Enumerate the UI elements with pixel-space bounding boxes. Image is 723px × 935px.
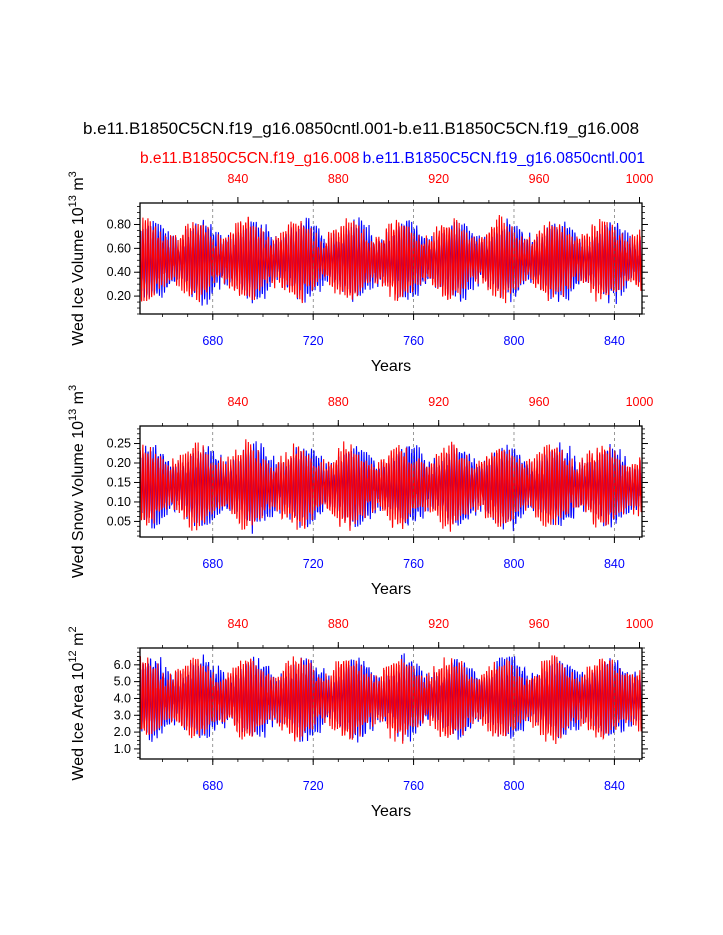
y-tick-label: 0.80 <box>107 217 131 231</box>
panel-1: 0.20 0.40 0.60 0.80 680 720 760 800 840 840 880 920… <box>67 171 653 375</box>
y-tick-label: 0.20 <box>107 456 131 470</box>
y-tick-label: 5.0 <box>114 675 131 689</box>
y-axis-label: Wed Ice Area 1012 m2 <box>67 626 87 780</box>
x-tick-label-top: 840 <box>227 617 248 631</box>
x-tick-label-top: 840 <box>227 172 248 186</box>
x-tick-label-bottom: 720 <box>303 557 324 571</box>
y-tick-label: 0.60 <box>107 241 131 255</box>
x-axis-label: Years <box>371 803 411 820</box>
y-tick-label: 1.0 <box>114 742 131 756</box>
y-tick-label: 6.0 <box>114 658 131 672</box>
x-tick-label-bottom: 800 <box>504 334 525 348</box>
x-tick-label-top: 960 <box>529 395 550 409</box>
x-tick-label-top: 880 <box>328 172 349 186</box>
subtitle-right: b.e11.B1850C5CN.f19_g16.0850cntl.001 <box>363 150 645 167</box>
x-axis-label: Years <box>371 581 411 598</box>
x-tick-label-top: 880 <box>328 395 349 409</box>
y-tick-label: 3.0 <box>114 708 131 722</box>
y-tick-label: 2.0 <box>114 725 131 739</box>
x-tick-label-bottom: 840 <box>604 557 625 571</box>
plot-frame <box>139 647 643 760</box>
panels: 0.20 0.40 0.60 0.80 680 720 760 800 840 840 880 920… <box>67 171 653 820</box>
y-tick-label: 0.05 <box>107 514 131 528</box>
x-tick-label-top: 840 <box>227 395 248 409</box>
panel-2: 0.05 0.10 0.15 0.20 0.25 680 720 760 800 840 840 88… <box>67 385 653 598</box>
x-tick-label-bottom: 680 <box>202 557 223 571</box>
x-tick-label-top: 1000 <box>626 395 654 409</box>
x-tick-label-top: 920 <box>428 172 449 186</box>
plot-frame <box>139 202 643 315</box>
y-tick-label: 0.15 <box>107 475 131 489</box>
panel-3: 1.0 2.0 3.0 4.0 5.0 6.0 680 720 760 800 840 840 880 9… <box>67 617 653 820</box>
x-tick-label-top: 1000 <box>626 172 654 186</box>
series-line-red <box>140 655 642 744</box>
figure-title: b.e11.B1850C5CN.f19_g16.0850cntl.001-b.e… <box>83 119 639 138</box>
x-tick-label-bottom: 760 <box>403 334 424 348</box>
y-tick-label: 0.40 <box>107 265 131 279</box>
x-tick-label-bottom: 720 <box>303 779 324 793</box>
y-axis-label: Wed Snow Volume 1013 m3 <box>67 385 87 578</box>
x-tick-label-bottom: 720 <box>303 334 324 348</box>
x-tick-label-top: 920 <box>428 617 449 631</box>
x-axis-label: Years <box>371 358 411 375</box>
x-tick-label-bottom: 800 <box>504 779 525 793</box>
y-tick-label: 4.0 <box>114 691 131 705</box>
x-tick-label-top: 920 <box>428 395 449 409</box>
series-line-red <box>140 439 642 532</box>
x-tick-label-bottom: 760 <box>403 557 424 571</box>
y-axis-label: Wed Ice Volume 1013 m3 <box>67 171 87 346</box>
y-tick-label: 0.10 <box>107 495 131 509</box>
x-tick-label-bottom: 760 <box>403 779 424 793</box>
x-tick-label-top: 880 <box>328 617 349 631</box>
x-tick-label-bottom: 840 <box>604 334 625 348</box>
plot-frame <box>139 425 643 538</box>
x-tick-label-bottom: 680 <box>202 779 223 793</box>
x-tick-label-bottom: 800 <box>504 557 525 571</box>
series-line-red <box>140 214 642 304</box>
x-tick-label-top: 960 <box>529 172 550 186</box>
x-tick-label-top: 960 <box>529 617 550 631</box>
y-tick-label: 0.20 <box>107 289 131 303</box>
subtitle-left: b.e11.B1850C5CN.f19_g16.008 <box>140 150 359 167</box>
x-tick-label-bottom: 680 <box>202 334 223 348</box>
y-tick-label: 0.25 <box>107 437 131 451</box>
x-tick-label-top: 1000 <box>626 617 654 631</box>
x-tick-label-bottom: 840 <box>604 779 625 793</box>
